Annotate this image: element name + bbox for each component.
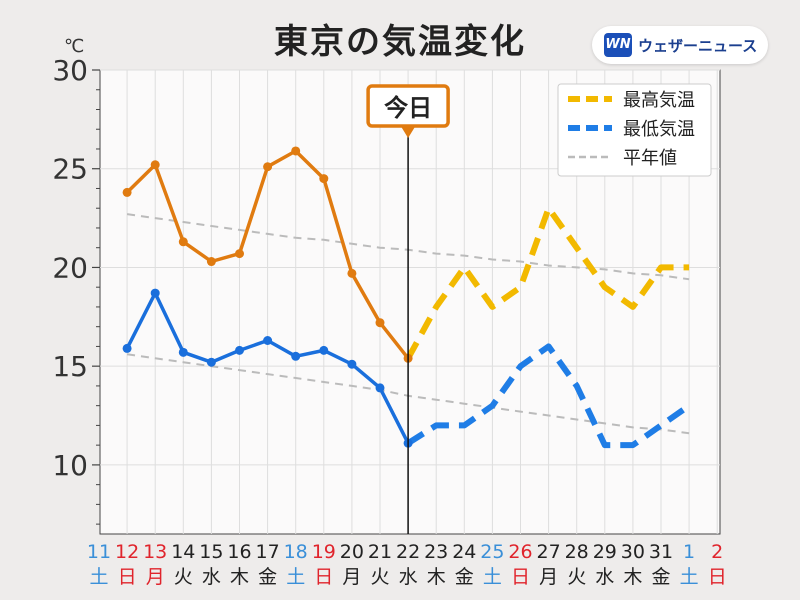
x-tick-day: 16 xyxy=(227,541,251,563)
x-tick-weekday: 金 xyxy=(455,566,474,588)
x-tick-weekday: 日 xyxy=(511,566,530,588)
data-point-low_observed xyxy=(319,345,329,355)
x-tick-weekday: 日 xyxy=(118,566,137,588)
x-tick-weekday: 月 xyxy=(146,566,165,588)
x-tick-weekday: 土 xyxy=(680,566,699,588)
legend-low-label: 最低気温 xyxy=(623,119,695,140)
x-tick-weekday: 月 xyxy=(539,566,558,588)
x-tick-weekday: 木 xyxy=(230,566,249,588)
x-tick-day: 27 xyxy=(537,541,561,563)
x-tick-day: 28 xyxy=(565,541,589,563)
data-point-high_observed xyxy=(375,318,385,328)
data-point-low_observed xyxy=(375,383,385,393)
chart-title: 東京の気温変化 xyxy=(274,22,526,62)
y-axis-unit: ℃ xyxy=(64,36,85,57)
y-tick-label: 10 xyxy=(52,449,88,482)
x-tick-day: 18 xyxy=(284,541,308,563)
data-point-low_observed xyxy=(263,336,273,346)
series-line-low_forecast xyxy=(406,343,691,449)
x-tick-weekday: 水 xyxy=(202,566,221,588)
x-tick-day: 24 xyxy=(452,541,476,563)
x-tick-weekday: 火 xyxy=(567,566,586,588)
x-tick-weekday: 金 xyxy=(651,566,670,588)
data-point-low_observed xyxy=(206,357,216,367)
data-point-high_observed xyxy=(122,187,132,197)
x-tick-day: 30 xyxy=(621,541,645,563)
series-line-high_forecast xyxy=(405,205,690,360)
x-tick-weekday: 火 xyxy=(370,566,389,588)
x-tick-weekday: 木 xyxy=(427,566,446,588)
data-point-high_observed xyxy=(178,237,188,247)
x-tick-day: 11 xyxy=(87,541,111,563)
y-tick-label: 20 xyxy=(52,251,88,284)
x-tick-day: 21 xyxy=(368,541,392,563)
x-tick-weekday: 月 xyxy=(342,566,361,588)
y-tick-label: 25 xyxy=(52,153,88,186)
x-tick-day: 13 xyxy=(143,541,167,563)
today-callout-pointer xyxy=(400,125,417,138)
data-point-low_observed xyxy=(347,359,357,369)
y-tick-label: 15 xyxy=(52,350,88,383)
x-tick-day: 25 xyxy=(480,541,504,563)
x-tick-weekday: 水 xyxy=(595,566,614,588)
x-tick-day: 2 xyxy=(711,541,723,563)
x-tick-weekday: 日 xyxy=(708,566,727,588)
data-point-low_observed xyxy=(178,347,188,357)
x-tick-weekday: 木 xyxy=(623,566,642,588)
x-tick-day: 12 xyxy=(115,541,139,563)
legend-high-label: 最高気温 xyxy=(623,90,695,111)
x-tick-weekday: 日 xyxy=(314,566,333,588)
x-tick-weekday: 土 xyxy=(89,566,108,588)
data-point-low_observed xyxy=(122,343,132,353)
data-point-low_observed xyxy=(291,351,301,361)
x-tick-weekday: 火 xyxy=(174,566,193,588)
x-tick-day: 31 xyxy=(649,541,673,563)
y-tick-label: 30 xyxy=(52,54,88,87)
data-point-high_observed xyxy=(319,174,329,184)
x-tick-day: 29 xyxy=(593,541,617,563)
x-tick-day: 22 xyxy=(396,541,420,563)
x-tick-weekday: 土 xyxy=(286,566,305,588)
legend-normal-label: 平年値 xyxy=(623,148,677,169)
data-point-low_observed xyxy=(150,288,160,298)
x-tick-weekday: 金 xyxy=(258,566,277,588)
weathernews-logo-icon: WN xyxy=(604,33,632,57)
data-point-high_observed xyxy=(206,257,216,267)
brand-badge[interactable]: WN ウェザーニュース xyxy=(592,26,768,64)
x-tick-weekday: 水 xyxy=(399,566,418,588)
data-point-high_observed xyxy=(235,249,244,259)
x-tick-day: 17 xyxy=(256,541,280,563)
x-tick-day: 23 xyxy=(424,541,448,563)
today-label: 今日 xyxy=(384,94,432,122)
x-tick-day: 1 xyxy=(683,541,695,563)
x-tick-day: 19 xyxy=(312,541,336,563)
x-tick-day: 14 xyxy=(171,541,195,563)
data-point-high_observed xyxy=(347,268,357,278)
x-tick-day: 26 xyxy=(508,541,532,563)
data-point-high_observed xyxy=(291,146,301,156)
brand-name: ウェザーニュース xyxy=(638,37,758,55)
x-tick-day: 15 xyxy=(199,541,223,563)
data-point-high_observed xyxy=(263,162,273,172)
data-point-high_observed xyxy=(150,160,160,170)
x-tick-day: 20 xyxy=(340,541,364,563)
data-point-low_observed xyxy=(235,345,244,355)
legend-box xyxy=(557,83,712,177)
x-tick-weekday: 土 xyxy=(483,566,502,588)
